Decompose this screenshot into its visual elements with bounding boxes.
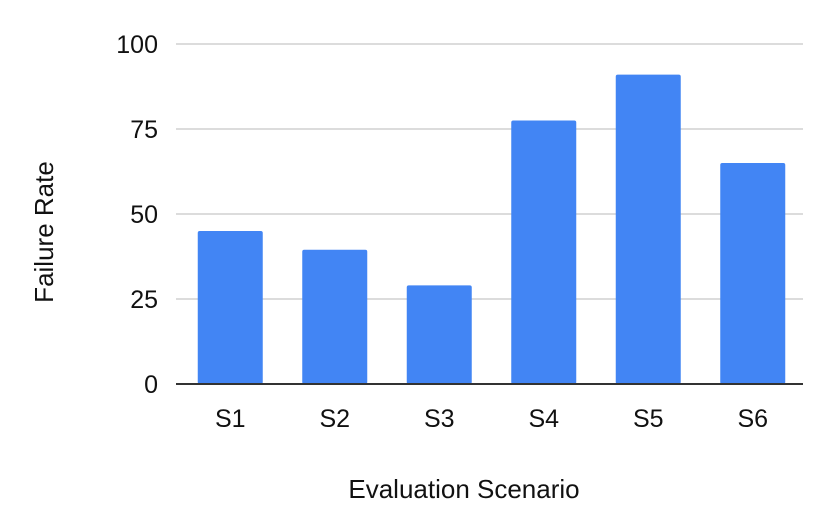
- x-tick-label: S1: [215, 405, 246, 433]
- x-tick-label: S3: [424, 405, 455, 433]
- bar-s4: [511, 120, 577, 384]
- x-axis-tick-labels: S1 S2 S3 S4 S5 S6: [215, 405, 768, 433]
- y-tick-label: 50: [130, 201, 158, 229]
- x-tick-label: S4: [528, 405, 559, 433]
- x-tick-label: S6: [737, 405, 768, 433]
- y-tick-label: 75: [130, 116, 158, 144]
- y-axis-title: Failure Rate: [29, 161, 59, 303]
- x-tick-label: S2: [319, 405, 350, 433]
- x-axis-title: Evaluation Scenario: [348, 474, 579, 504]
- y-tick-label: 25: [130, 286, 158, 314]
- y-axis-tick-labels: 0 25 50 75 100: [116, 31, 158, 399]
- y-tick-label: 100: [116, 31, 158, 59]
- x-tick-label: S5: [633, 405, 664, 433]
- bar-s5: [615, 74, 681, 384]
- bar-s2: [302, 249, 368, 384]
- bar-s1: [197, 231, 263, 384]
- y-tick-label: 0: [144, 371, 158, 399]
- bars: [197, 74, 786, 384]
- bar-s6: [720, 163, 786, 384]
- bar-s3: [406, 285, 472, 384]
- gridlines: [176, 43, 803, 300]
